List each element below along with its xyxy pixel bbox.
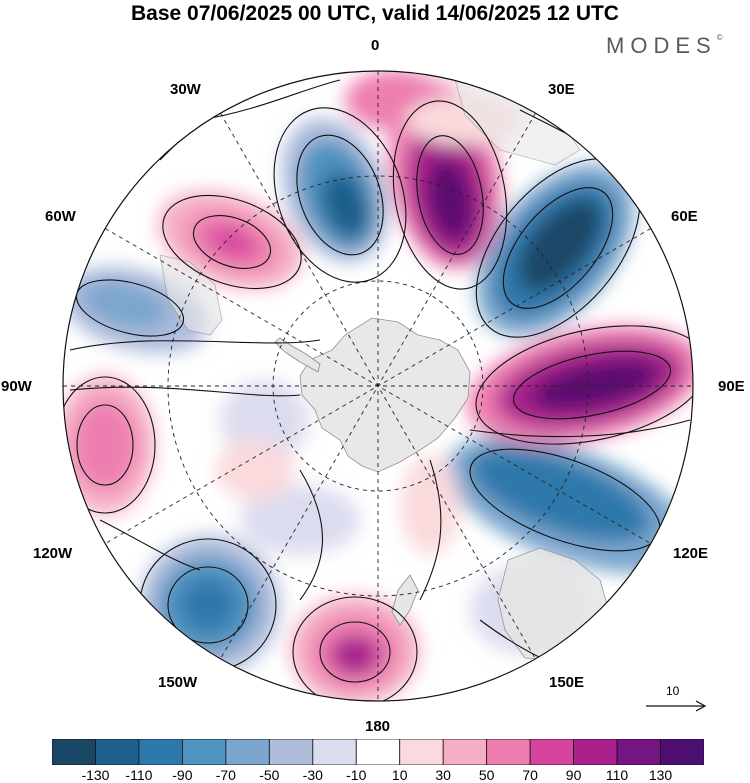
colorbar-segment bbox=[181, 739, 227, 765]
modes-logo: MODES© bbox=[606, 33, 723, 58]
lon-label-0: 0 bbox=[371, 37, 380, 54]
lon-label-90e: 90E bbox=[718, 378, 745, 395]
colorbar-tick-label: 90 bbox=[565, 767, 582, 783]
map-title: Base 07/06/2025 00 UTC, valid 14/06/2025… bbox=[131, 2, 619, 25]
colorbar-tick-label: -50 bbox=[259, 767, 280, 783]
lon-label-150e: 150E bbox=[549, 674, 585, 691]
antarctic-peninsula bbox=[274, 337, 321, 373]
colorbar-tick-label: -10 bbox=[346, 767, 367, 783]
colorbar-tick-label: 50 bbox=[478, 767, 495, 783]
colorbar-tick-label: -90 bbox=[172, 767, 193, 783]
colorbar-segment bbox=[95, 739, 140, 765]
colorbar-tick-label: -70 bbox=[215, 767, 236, 783]
lon-label-120w: 120W bbox=[33, 545, 73, 562]
lon-label-30w: 30W bbox=[170, 81, 201, 98]
colorbar bbox=[52, 739, 704, 765]
colorbar-segment bbox=[399, 739, 444, 765]
colorbar-segment bbox=[52, 739, 96, 765]
reference-vector-arrow bbox=[646, 700, 707, 712]
colorbar-tick-label: -130 bbox=[81, 767, 110, 783]
colorbar-segment bbox=[486, 739, 531, 765]
colorbar-segment bbox=[573, 739, 618, 765]
south-america-tip bbox=[159, 254, 223, 336]
brand-text: MODES bbox=[606, 33, 717, 58]
lon-label-180: 180 bbox=[365, 718, 391, 735]
colorbar-segment bbox=[138, 739, 183, 765]
lon-label-90w: 90W bbox=[1, 378, 32, 395]
colorbar-tick-label: 30 bbox=[435, 767, 451, 783]
colorbar-segment bbox=[225, 739, 270, 765]
map-boundary bbox=[62, 70, 694, 702]
lon-label-120e: 120E bbox=[673, 545, 709, 562]
colorbar-tick-label: 110 bbox=[605, 767, 629, 783]
colorbar-segment bbox=[616, 739, 661, 765]
lon-label-30e: 30E bbox=[548, 81, 575, 98]
lon-label-150w: 150W bbox=[158, 674, 198, 691]
colorbar-segment bbox=[312, 739, 357, 765]
anomaly-field bbox=[63, 71, 693, 701]
colorbar-segment bbox=[660, 739, 704, 765]
colorbar-segment bbox=[268, 739, 314, 765]
colorbar-tick-label: -110 bbox=[125, 767, 153, 783]
colorbar-tick-label: 10 bbox=[391, 767, 408, 783]
colorbar-tick-label: -30 bbox=[302, 767, 323, 783]
colorbar-segment bbox=[442, 739, 488, 765]
lon-label-60e: 60E bbox=[671, 208, 698, 225]
colorbar-segment bbox=[355, 739, 401, 765]
reference-vector-label: 10 bbox=[666, 684, 680, 698]
lon-label-60w: 60W bbox=[45, 208, 76, 225]
colorbar-tick-label: 130 bbox=[648, 767, 673, 783]
colorbar-tick-label: 70 bbox=[522, 767, 538, 783]
colorbar-segment bbox=[529, 739, 574, 765]
